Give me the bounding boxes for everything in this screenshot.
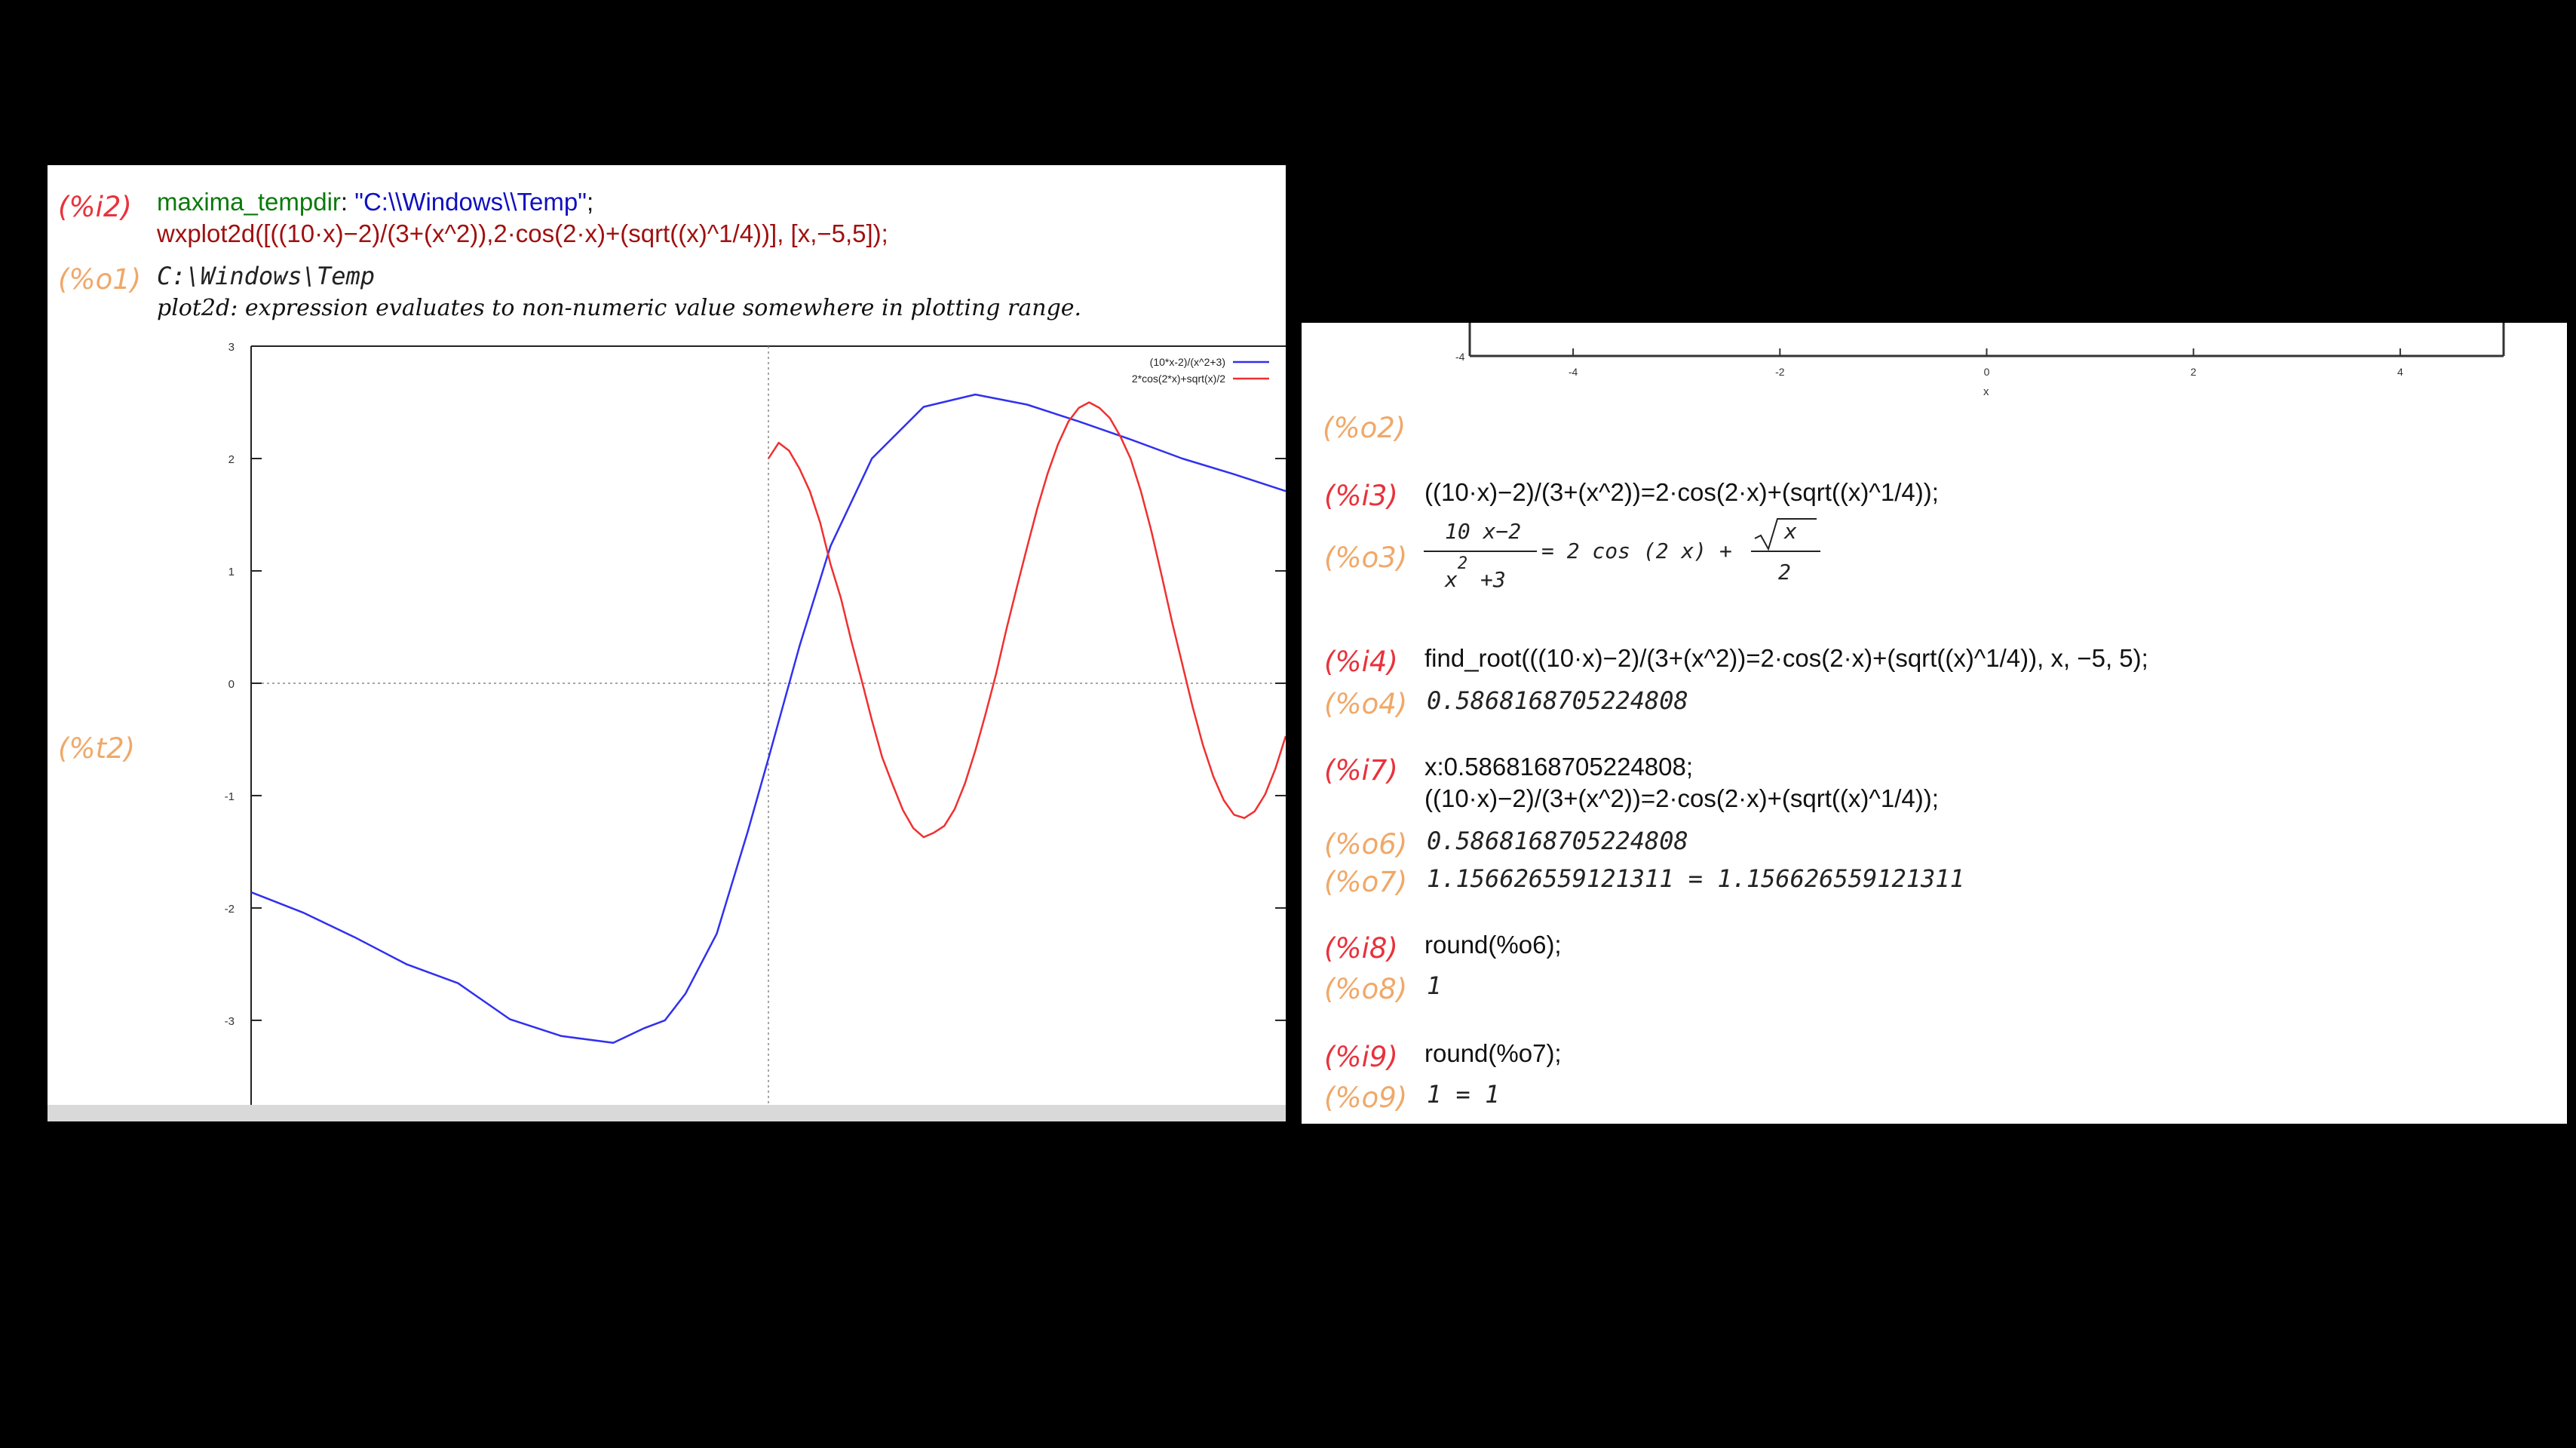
fraction-denominator: x2 +3 — [1445, 554, 1506, 592]
y-tick-label: -1 — [225, 790, 235, 803]
input-cell-i2-line1[interactable]: maxima_tempdir: "C:\\Windows\\Temp"; — [157, 188, 593, 216]
semicolon: ; — [586, 188, 594, 216]
colon: : — [340, 188, 355, 216]
input-label-i3: (%i3) — [1324, 480, 1398, 512]
input-cell-i8[interactable]: round(%o6); — [1424, 931, 1562, 959]
input-label-i9: (%i9) — [1324, 1041, 1398, 1073]
input-cell-i3[interactable]: ((10·x)−2)/(3+(x^2))=2·cos(2·x)+(sqrt((x… — [1424, 478, 1939, 506]
input-label-i2: (%i2) — [58, 191, 132, 223]
output-label-o2: (%o2) — [1323, 412, 1406, 444]
output-o7-value: 1.156626559121311 = 1.156626559121311 — [1427, 864, 1964, 893]
input-cell-i7-line2[interactable]: ((10·x)−2)/(3+(x^2))=2·cos(2·x)+(sqrt((x… — [1424, 784, 1939, 812]
equation-middle: = 2 cos (2 x) + — [1541, 538, 1732, 563]
top-axis-tick-label: 0 — [1984, 366, 1990, 378]
output-o4-value: 0.5868168705224808 — [1427, 686, 1688, 715]
horizontal-scrollbar[interactable] — [48, 1105, 1286, 1121]
chart-legend: (10*x-2)/(x^2+3) 2*cos(2*x)+sqrt(x)/2 — [1132, 356, 1269, 385]
top-axis-tick-label: 2 — [2191, 366, 2197, 378]
input-label-i4: (%i4) — [1324, 646, 1398, 678]
legend-entry-1: 2*cos(2*x)+sqrt(x)/2 — [1132, 373, 1225, 385]
tempdir-string: "C:\\Windows\\Temp" — [354, 188, 587, 216]
fraction-denominator-2: 2 — [1778, 560, 1791, 584]
output-label-o3: (%o3) — [1324, 541, 1408, 574]
fraction-bar-2 — [1751, 551, 1820, 552]
den-x: x — [1445, 567, 1458, 592]
input-cell-i4[interactable]: find_root(((10·x)−2)/(3+(x^2))=2·cos(2·x… — [1424, 644, 2148, 672]
chart-series — [250, 393, 1286, 1044]
y-tick-label: -3 — [225, 1015, 235, 1028]
fraction-bar — [1424, 551, 1537, 552]
previous-plot-bottom-axis: -4 -2 0 2 4 -4 x — [1455, 323, 2505, 398]
output-o1-value: C:\Windows\Temp — [157, 262, 375, 290]
output-label-o7: (%o7) — [1324, 866, 1408, 898]
output-label-o4: (%o4) — [1324, 688, 1408, 720]
top-axis-tick-label: -2 — [1775, 366, 1785, 378]
den-rest: +3 — [1467, 567, 1506, 592]
output-o8-value: 1 — [1427, 971, 1442, 1000]
sqrt-sign — [1754, 518, 1817, 551]
y-tick-label: 0 — [228, 678, 235, 691]
input-label-i7: (%i7) — [1324, 754, 1398, 787]
axis-corner-label: -4 — [1455, 351, 1465, 363]
input-cell-i2-line2[interactable]: wxplot2d([((10·x)−2)/(3+(x^2)),2·cos(2·x… — [157, 219, 888, 247]
output-label-o8: (%o8) — [1324, 973, 1408, 1005]
chart-y-ticks: 3 2 1 0 -1 -2 -3 — [225, 341, 1286, 1028]
output-label-o6: (%o6) — [1324, 828, 1408, 861]
y-tick-label: 2 — [228, 453, 235, 466]
fraction-numerator: 10 x−2 — [1445, 519, 1522, 544]
y-tick-label: 3 — [228, 341, 235, 354]
top-axis-tick-label: 4 — [2397, 366, 2403, 378]
top-axis-tick-label: -4 — [1569, 366, 1578, 378]
output-label-o9: (%o9) — [1324, 1081, 1408, 1114]
legend-entry-0: (10*x-2)/(x^2+3) — [1150, 356, 1225, 368]
den-exponent: 2 — [1457, 554, 1468, 573]
wxplot2d-chart: 3 2 1 0 -1 -2 -3 (10*x-2)/(x^2+3) 2*cos(2*x)+sq… — [225, 341, 1286, 1121]
input-cell-i9[interactable]: round(%o7); — [1424, 1039, 1562, 1067]
series-line-1 — [767, 401, 1286, 839]
right-worksheet-panel: -4 -2 0 2 4 -4 x (%o2) (%i3) ((10·x)−2)/(3+(… — [1302, 323, 2567, 1124]
output-o9-value: 1 = 1 — [1427, 1080, 1500, 1109]
left-worksheet-panel: (%i2) maxima_tempdir: "C:\\Windows\\Temp… — [48, 165, 1286, 1121]
output-label-t2: (%t2) — [58, 732, 136, 765]
tempdir-variable: maxima_tempdir — [157, 188, 341, 216]
sqrt-argument: x — [1784, 519, 1797, 544]
output-label-o1: (%o1) — [58, 263, 142, 296]
y-tick-label: 1 — [228, 566, 235, 578]
y-tick-label: -2 — [225, 903, 235, 916]
input-cell-i7-line1[interactable]: x:0.5868168705224808; — [1424, 753, 1694, 781]
x-axis-label: x — [1983, 385, 1989, 398]
chart-grid — [250, 345, 1286, 1121]
output-o6-value: 0.5868168705224808 — [1427, 827, 1688, 855]
plot2d-warning-message: plot2d: expression evaluates to non-nume… — [157, 295, 1082, 321]
series-line-0 — [250, 393, 1286, 1044]
input-label-i8: (%i8) — [1324, 932, 1398, 965]
output-o3-equation: 10 x−2 x2 +3 = 2 cos (2 x) + x 2 — [1422, 516, 1845, 599]
